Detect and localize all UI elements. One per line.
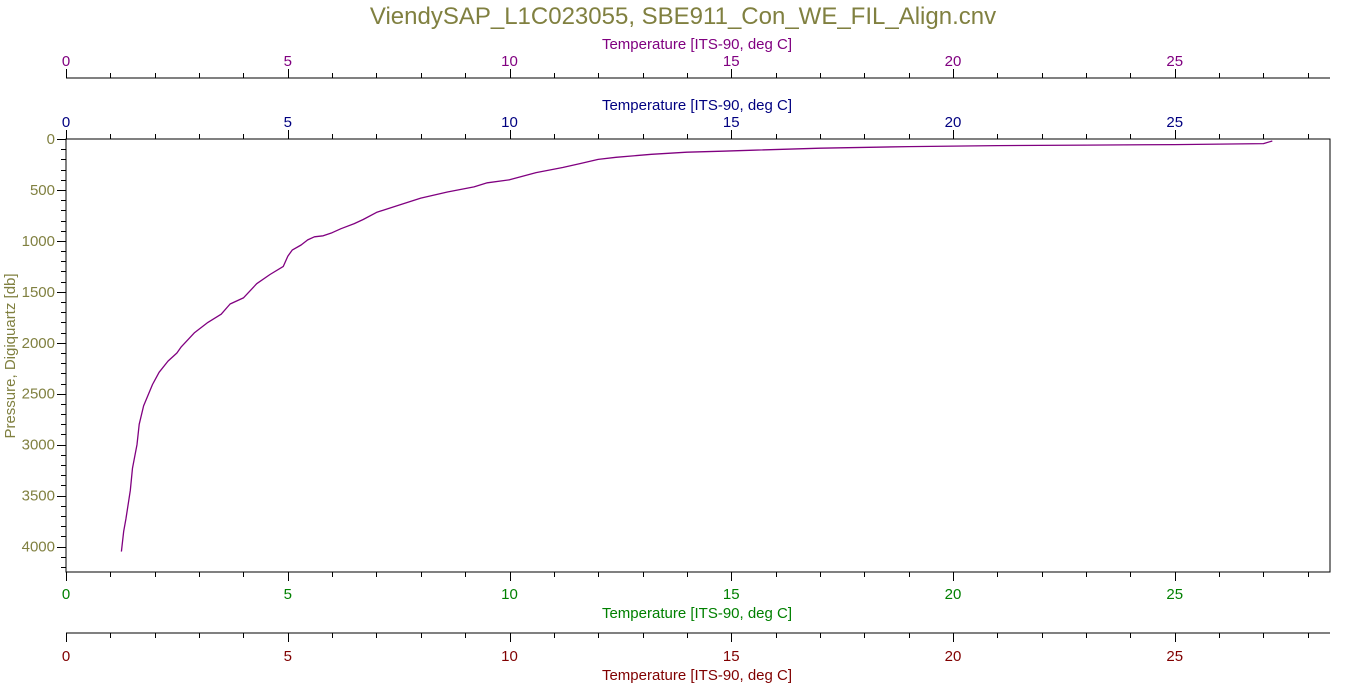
top-outer-tick-label: 15 [723, 53, 740, 70]
bottom-outer-tick-label: 15 [723, 648, 740, 665]
bottom-outer-axis-label: Temperature [ITS-90, deg C] [602, 667, 792, 684]
top-inner-tick-label: 20 [945, 114, 962, 131]
bottom-inner-tick-label: 5 [284, 586, 292, 603]
bottom-inner-tick-label: 10 [501, 586, 518, 603]
bottom-inner-tick-label: 20 [945, 586, 962, 603]
top-outer-tick-label: 5 [284, 53, 292, 70]
bottom-outer-tick-label: 10 [501, 648, 518, 665]
y-tick-label: 2000 [22, 335, 55, 352]
top-outer-axis-label: Temperature [ITS-90, deg C] [602, 36, 792, 53]
chart-title: ViendySAP_L1C023055, SBE911_Con_WE_FIL_A… [370, 3, 996, 30]
plot-frame [65, 138, 1331, 573]
bottom-outer-tick-label: 25 [1166, 648, 1183, 665]
bottom-inner-axis-label: Temperature [ITS-90, deg C] [602, 605, 792, 622]
top-inner-tick-label: 5 [284, 114, 292, 131]
bottom-outer-tick-label: 0 [62, 648, 70, 665]
bottom-inner-tick-label: 15 [723, 586, 740, 603]
series-line-0 [120, 140, 1273, 552]
top-inner-tick-label: 25 [1166, 114, 1183, 131]
y-tick-label: 4000 [22, 539, 55, 556]
top-inner-tick-label: 0 [62, 114, 70, 131]
top-inner-tick-label: 15 [723, 114, 740, 131]
top-outer-tick-label: 25 [1166, 53, 1183, 70]
y-tick-label: 500 [30, 182, 55, 199]
y-tick-label: 3000 [22, 437, 55, 454]
y-tick-label: 1500 [22, 284, 55, 301]
top-outer-tick-label: 0 [62, 53, 70, 70]
y-tick-label: 2500 [22, 386, 55, 403]
bottom-outer-tick-label: 5 [284, 648, 292, 665]
bottom-outer-tick-label: 20 [945, 648, 962, 665]
top-inner-axis-label: Temperature [ITS-90, deg C] [602, 97, 792, 114]
bottom-inner-tick-label: 25 [1166, 586, 1183, 603]
bottom-inner-tick-label: 0 [62, 586, 70, 603]
y-axis-label: Pressure, Digiquartz [db] [2, 273, 19, 438]
y-tick-label: 1000 [22, 233, 55, 250]
top-outer-tick-label: 10 [501, 53, 518, 70]
y-tick-label: 0 [47, 131, 55, 148]
y-tick-label: 3500 [22, 488, 55, 505]
top-inner-tick-label: 10 [501, 114, 518, 131]
top-outer-tick-label: 20 [945, 53, 962, 70]
